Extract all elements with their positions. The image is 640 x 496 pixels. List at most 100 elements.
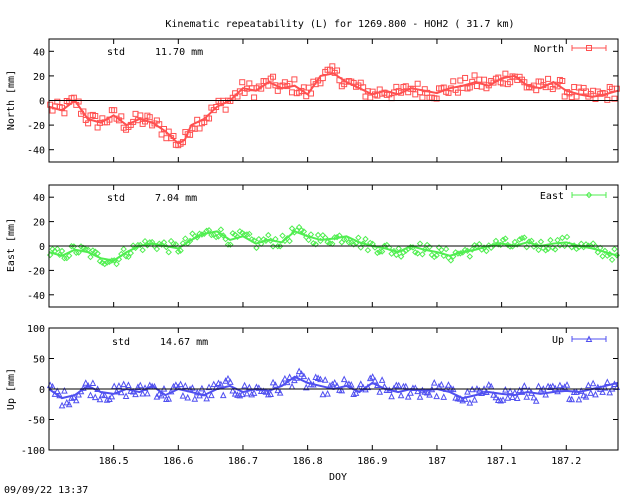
up-data-point [509,393,516,401]
up-data-point [182,382,189,389]
north-data-point [111,107,118,114]
up-data-point [475,386,483,394]
east-data-point [139,246,146,254]
up-data-point [601,383,609,391]
up-data-point [547,383,554,391]
up-data-point [430,379,438,386]
east-data-point [573,245,580,253]
up-data-point [556,381,564,389]
east-data-point [468,246,476,253]
up-data-point [61,386,68,394]
east-data-point [276,243,284,250]
east-data-point [350,241,357,248]
east-data-point [58,247,66,255]
up-data-point [324,389,331,397]
up-ylabel: Up [mm] [6,368,17,410]
east-legend-marker [585,191,593,199]
up-x-tick-label: 186.9 [357,456,387,467]
north-data-point [462,74,469,81]
north-legend-marker [586,45,592,51]
east-data-point [279,232,286,239]
up-data-point [414,387,421,395]
up-data-point [404,392,412,400]
east-data-point [331,234,338,241]
east-data-point [314,231,322,239]
up-x-tick-label: 186.8 [293,456,323,467]
east-series-line [48,230,619,262]
east-data-point [544,245,552,253]
east-ylabel: East [mm] [6,218,17,272]
east-data-point [333,233,341,241]
east-data-point [376,248,383,256]
east-data-point [172,241,180,248]
north-y-tick-label: 20 [33,72,45,83]
east-data-point [547,236,554,244]
east-data-point [502,235,509,242]
north-data-point [611,95,618,102]
up-data-point [248,390,256,398]
east-data-point [65,252,73,259]
east-data-point [127,249,135,257]
east-data-point [431,253,438,261]
up-data-point [110,382,118,390]
east-data-point [357,244,364,251]
east-data-point [255,235,263,243]
up-x-tick-label: 186.6 [163,456,193,467]
panel-up: Up [mm] std 14.67 mm Up -100 -50 0 50 100 186… [6,324,621,467]
east-data-point [153,245,161,253]
east-data-point [492,237,500,245]
up-data-point [172,381,180,388]
up-data-point [331,379,338,386]
east-data-point [466,253,474,260]
east-data-point [416,240,424,247]
up-data-point [542,390,549,398]
up-data-point [120,380,127,388]
up-data-point [587,389,595,396]
east-data-point [253,244,260,252]
east-data-point [599,253,606,260]
up-data-point [219,391,227,399]
up-x-tick-label: 187 [428,456,446,467]
north-data-point [146,114,153,121]
north-data-point [305,84,312,91]
east-data-point [345,239,353,246]
up-data-point [115,382,123,389]
east-legend-label: East [540,191,564,202]
north-data-point [92,112,99,119]
east-data-point [604,252,611,259]
east-data-point [355,234,362,241]
up-data-point [521,382,528,389]
east-data-point [165,248,172,256]
up-data-point [191,395,199,402]
timestamp: 09/09/22 13:37 [4,485,88,496]
up-plot-frame [48,327,619,451]
up-data-point [53,387,61,395]
north-data-point [334,67,341,74]
chart-title: Kinematic repeatability (L) for 1269.800… [165,19,514,30]
east-data-point [561,242,568,250]
up-data-point [125,381,132,389]
east-data-point [476,240,483,248]
north-y-tick-label: 40 [33,47,45,58]
east-data-point [419,251,426,258]
up-y-tick-label: 50 [33,355,45,366]
up-data-point [499,396,507,403]
east-data-point [141,237,149,245]
east-data-point [234,233,241,240]
east-data-point [312,241,319,248]
east-data-point [551,246,559,253]
up-data-point [122,392,130,399]
north-data-point [481,76,488,83]
north-legend-label: North [534,44,564,55]
east-data-point [286,237,293,245]
east-data-point [483,247,490,255]
east-data-point [374,249,381,257]
north-data-point [239,79,246,86]
east-data-point [554,236,561,244]
east-data-point [103,259,111,266]
up-data-point [371,376,379,384]
north-data-point [559,77,566,84]
east-data-point [499,236,507,244]
up-data-point [302,383,310,391]
